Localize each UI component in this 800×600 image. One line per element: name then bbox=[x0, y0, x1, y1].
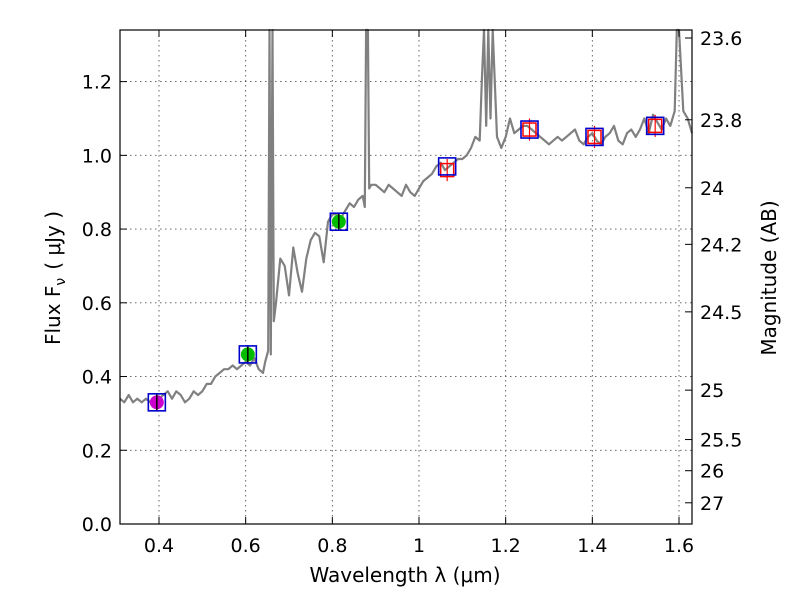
y-tick-label: 0.2 bbox=[82, 440, 112, 462]
magnitude-axis-ticks: 23.6 23.8 24 24.2 24.5 25 25.5 26 27 bbox=[685, 28, 742, 515]
x-tick-label: 1 bbox=[413, 535, 425, 557]
x-tick-label: 1.4 bbox=[577, 535, 607, 557]
mag-tick-label: 24.5 bbox=[700, 302, 742, 324]
model-flux-box bbox=[329, 212, 349, 232]
y-axis-ticks: 0.0 0.2 0.4 0.6 0.8 1.0 1.2 bbox=[82, 72, 127, 536]
right-axis-title: Magnitude (AB) bbox=[757, 200, 781, 355]
x-tick-label: 0.8 bbox=[317, 535, 347, 557]
y-axis-title-unit: ( μJy ) bbox=[41, 211, 65, 270]
spectrum-layer bbox=[119, 28, 694, 404]
mag-tick-label: 23.8 bbox=[700, 110, 742, 132]
model-flux-box bbox=[437, 157, 457, 176]
x-axis-title: Wavelength λ (μm) bbox=[309, 563, 500, 587]
photometry-layer bbox=[147, 114, 665, 412]
y-tick-label: 1.2 bbox=[82, 72, 112, 94]
model-flux-box bbox=[520, 120, 539, 139]
y-tick-label: 0.4 bbox=[82, 367, 112, 389]
model-flux-box bbox=[585, 127, 604, 147]
model-flux-box bbox=[147, 393, 167, 412]
model-flux-box bbox=[238, 345, 258, 364]
x-tick-label: 0.6 bbox=[231, 535, 261, 557]
y-tick-label: 0.6 bbox=[82, 293, 112, 315]
mag-tick-label: 25 bbox=[700, 380, 724, 402]
y-axis-title-main: Flux F bbox=[41, 286, 65, 345]
mag-tick-label: 23.6 bbox=[700, 28, 742, 50]
x-tick-label: 1.2 bbox=[491, 535, 521, 557]
x-tick-label: 0.4 bbox=[144, 535, 174, 557]
y-axis-title-sub: ν bbox=[53, 278, 69, 286]
spectrum-line bbox=[119, 28, 694, 404]
mag-tick-label: 26 bbox=[700, 461, 724, 483]
y-axis-title: Flux Fν ( μJy ) bbox=[41, 211, 69, 345]
y-tick-label: 0.8 bbox=[82, 219, 112, 241]
x-axis-ticks: 0.4 0.6 0.8 1 1.2 1.4 1.6 bbox=[144, 30, 694, 557]
model-flux-box bbox=[645, 116, 665, 136]
x-tick-label: 1.6 bbox=[664, 535, 694, 557]
grid-lines bbox=[120, 30, 692, 525]
mag-tick-label: 27 bbox=[700, 493, 724, 515]
mag-tick-label: 25.5 bbox=[700, 430, 742, 452]
mag-tick-label: 24 bbox=[700, 178, 724, 200]
mag-tick-label: 24.2 bbox=[700, 234, 742, 256]
y-tick-label: 1.0 bbox=[82, 145, 112, 167]
plot-frame bbox=[119, 29, 693, 525]
y-tick-label: 0.0 bbox=[82, 514, 112, 536]
